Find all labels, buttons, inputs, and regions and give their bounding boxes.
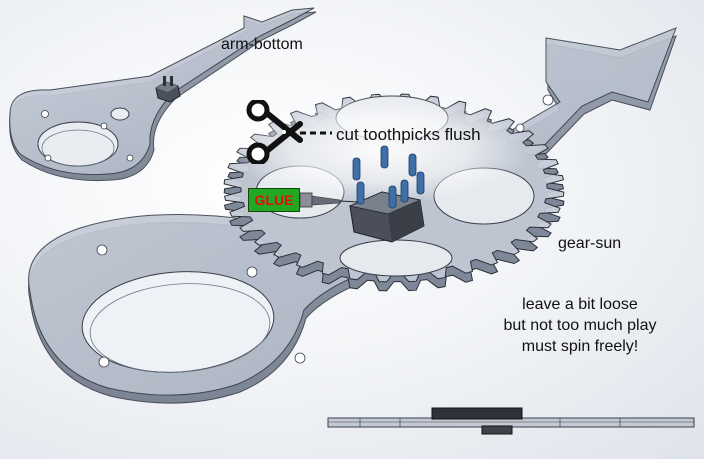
toothpick-pin	[352, 157, 361, 181]
annotation-glow	[230, 95, 530, 205]
note-line: must spin freely!	[521, 338, 639, 355]
scissors-icon	[246, 100, 303, 164]
arm-top-part	[28, 27, 677, 404]
glue-label: GLUE	[248, 188, 300, 212]
gear-sun-label: gear-sun	[558, 235, 622, 252]
note-line: leave a bit loose	[522, 296, 638, 313]
gear-hole	[339, 239, 453, 277]
cut-toothpicks-label: cut toothpicks flush	[336, 125, 481, 144]
toothpick-pin	[400, 179, 409, 203]
toothpick-pin	[408, 153, 417, 177]
arm-bottom-label: arm-bottom	[221, 36, 303, 53]
arm-bottom-part	[9, 7, 317, 182]
toothpick-pin	[356, 181, 365, 205]
toothpick-pin	[388, 185, 397, 209]
toothpick-pins	[352, 145, 425, 209]
hub-nut	[348, 191, 425, 243]
glue-bottle-icon	[299, 192, 359, 208]
assembly-note: leave a bit loose but not too much play …	[480, 294, 680, 357]
side-view	[327, 407, 695, 435]
toothpick-pin	[416, 171, 425, 195]
note-line: but not too much play	[503, 317, 657, 334]
toothpick-pin	[380, 145, 389, 169]
